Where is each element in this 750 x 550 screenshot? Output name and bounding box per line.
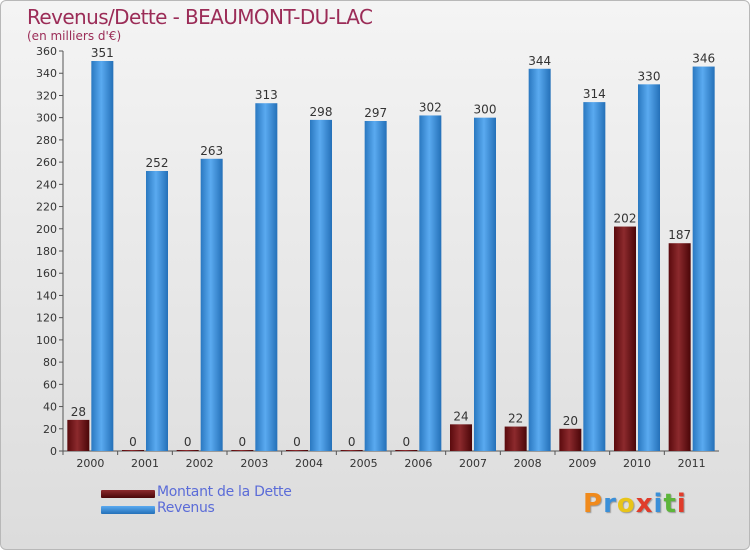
logo-letter: t (663, 489, 677, 519)
bar-dette-2003 (231, 450, 254, 451)
data-label-dette: 0 (239, 435, 247, 449)
y-tick-label: 340 (36, 67, 57, 80)
x-tick-label: 2011 (678, 457, 706, 470)
y-tick-label: 120 (36, 312, 57, 325)
data-label-revenus: 252 (146, 156, 169, 170)
data-label-dette: 28 (71, 405, 86, 419)
x-tick-label: 2009 (568, 457, 596, 470)
bar-dette-2008 (504, 426, 527, 451)
chart-subtitle: (en milliers d'€) (27, 29, 122, 43)
chart-title: Revenus/Dette - BEAUMONT-DU-LAC (27, 5, 373, 29)
bar-revenus-2001 (146, 171, 168, 451)
bar-dette-2005 (340, 450, 363, 451)
proxiti-logo: Proxiti (583, 489, 687, 519)
bar-dette-2000 (67, 419, 90, 451)
x-tick-label: 2005 (350, 457, 378, 470)
data-label-dette: 0 (348, 435, 356, 449)
bar-revenus-2008 (528, 68, 551, 452)
x-tick-label: 2003 (240, 457, 268, 470)
bar-dette-2004 (286, 450, 308, 451)
data-label-revenus: 300 (474, 103, 497, 117)
y-tick-label: 20 (43, 423, 57, 436)
x-tick-label: 2006 (404, 457, 432, 470)
bar-dette-2011 (668, 243, 691, 451)
data-label-dette: 0 (293, 435, 301, 449)
y-tick-label: 300 (36, 112, 57, 125)
x-tick-label: 2010 (623, 457, 651, 470)
bar-revenus-2011 (692, 66, 715, 452)
data-label-dette: 202 (614, 212, 637, 226)
y-tick-label: 40 (43, 401, 57, 414)
y-tick-label: 280 (36, 134, 57, 147)
logo-letter: o (616, 489, 636, 519)
x-tick-label: 2001 (131, 457, 159, 470)
logo-letter: i (676, 489, 687, 519)
data-label-dette: 0 (184, 435, 192, 449)
data-label-dette: 0 (129, 435, 137, 449)
data-label-revenus: 330 (638, 69, 661, 83)
bar-revenus-2006 (419, 115, 442, 451)
data-label-revenus: 344 (528, 54, 551, 68)
logo-letter: x (635, 489, 654, 519)
data-label-dette: 24 (453, 409, 468, 423)
y-tick-label: 80 (43, 356, 57, 369)
legend-swatch-revenus (101, 506, 155, 514)
data-label-dette: 20 (563, 414, 578, 428)
x-tick-label: 2008 (514, 457, 542, 470)
data-label-revenus: 298 (310, 105, 333, 119)
y-tick-label: 60 (43, 378, 57, 391)
bar-revenus-2009 (583, 102, 606, 451)
x-tick-label: 2007 (459, 457, 487, 470)
bar-revenus-2003 (255, 103, 278, 451)
logo-letter: P (583, 489, 604, 519)
logo-letter: r (603, 489, 617, 519)
data-label-dette: 22 (508, 412, 523, 426)
bar-dette-2009 (559, 428, 582, 451)
legend-swatch-dette (101, 490, 155, 498)
bar-revenus-2004 (310, 119, 332, 451)
data-label-revenus: 313 (255, 88, 278, 102)
bar-dette-2006 (395, 450, 418, 451)
bar-revenus-2000 (91, 61, 114, 451)
bar-revenus-2002 (200, 158, 223, 451)
data-label-revenus: 314 (583, 87, 606, 101)
data-label-dette: 0 (403, 435, 411, 449)
x-tick-label: 2002 (186, 457, 214, 470)
legend-label-revenus: Revenus (157, 500, 215, 516)
x-tick-label: 2000 (76, 457, 104, 470)
data-label-revenus: 346 (692, 52, 715, 66)
y-tick-label: 160 (36, 267, 57, 280)
data-label-revenus: 302 (419, 100, 442, 114)
bar-revenus-2005 (364, 121, 387, 451)
bar-dette-2001 (122, 450, 144, 451)
y-tick-label: 180 (36, 245, 57, 258)
bar-dette-2010 (614, 226, 636, 451)
x-tick-label: 2004 (295, 457, 323, 470)
legend-label-dette: Montant de la Dette (157, 484, 292, 500)
bar-dette-2002 (176, 450, 199, 451)
bar-dette-2007 (450, 424, 472, 451)
y-tick-label: 100 (36, 334, 57, 347)
y-tick-label: 220 (36, 201, 57, 214)
y-tick-label: 360 (36, 45, 57, 58)
bar-revenus-2007 (474, 117, 496, 452)
y-tick-label: 260 (36, 156, 57, 169)
y-tick-label: 0 (50, 445, 57, 458)
y-tick-label: 240 (36, 178, 57, 191)
data-label-revenus: 263 (200, 144, 223, 158)
data-label-revenus: 297 (364, 106, 387, 120)
bar-revenus-2010 (638, 84, 660, 451)
data-label-revenus: 351 (91, 46, 114, 60)
y-tick-label: 320 (36, 89, 57, 102)
data-label-dette: 187 (668, 228, 691, 242)
y-tick-label: 140 (36, 289, 57, 302)
y-tick-label: 200 (36, 223, 57, 236)
logo-letter: i (653, 489, 664, 519)
